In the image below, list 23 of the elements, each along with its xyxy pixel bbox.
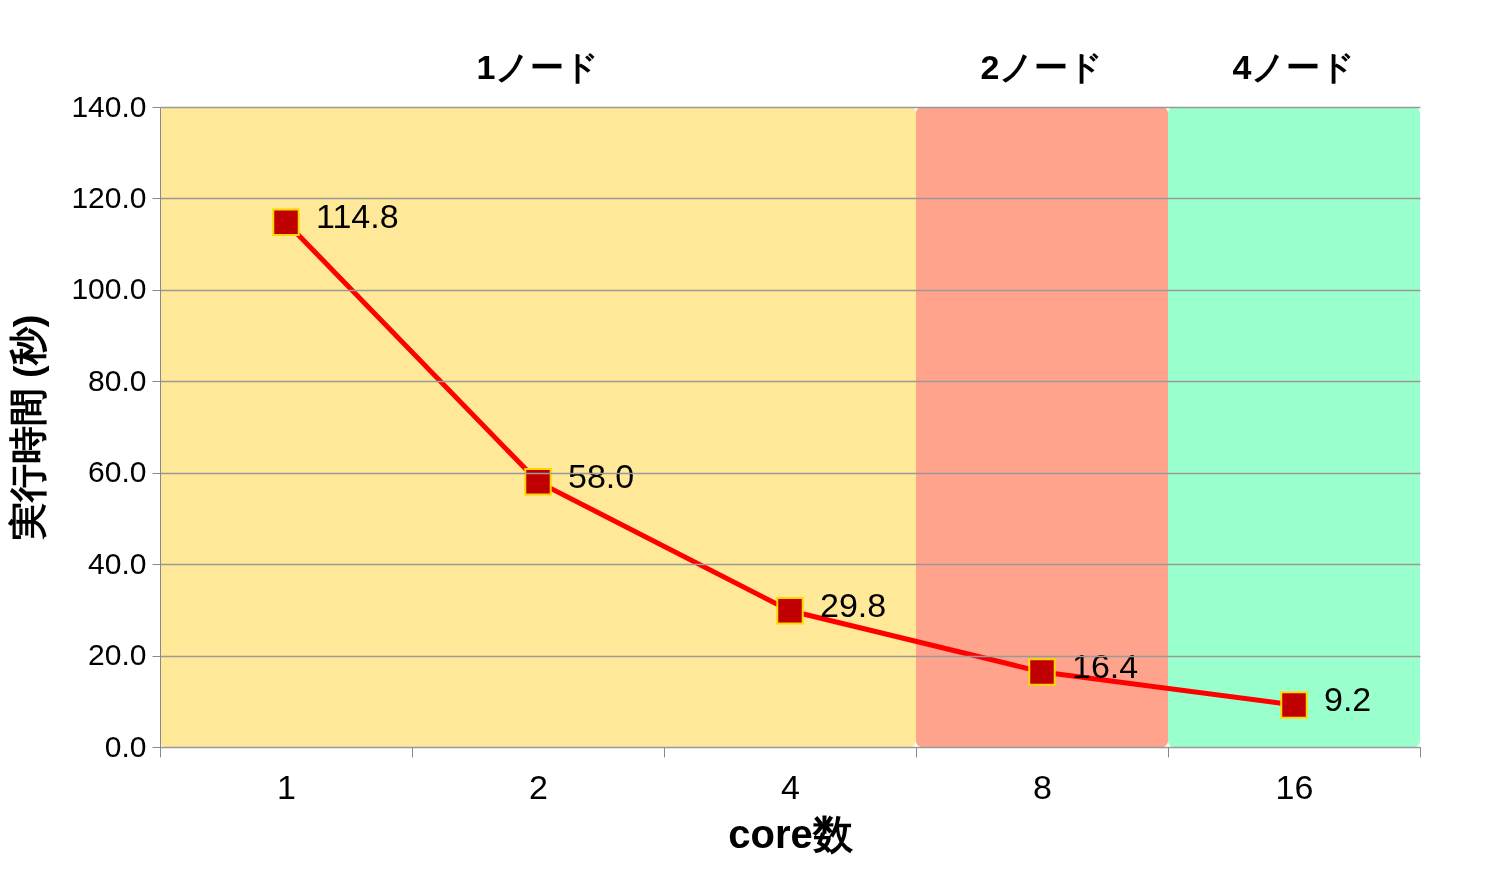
band-label: 4ノード (1232, 48, 1356, 86)
band-label: 2ノード (980, 48, 1104, 86)
x-tick-label: 4 (781, 767, 800, 806)
data-label: 58.0 (568, 456, 635, 495)
data-label: 29.8 (820, 585, 887, 624)
x-axis-title: core数 (728, 811, 854, 856)
y-tick-label: 40.0 (88, 546, 147, 580)
x-tick-label: 8 (1033, 767, 1052, 806)
y-tick-label: 20.0 (88, 638, 147, 672)
data-label: 9.2 (1324, 679, 1372, 718)
x-tick-label: 2 (529, 767, 548, 806)
data-label: 16.4 (1072, 647, 1139, 686)
data-label: 114.8 (316, 197, 399, 236)
x-tick-label: 1 (277, 767, 296, 806)
y-tick-label: 60.0 (88, 455, 147, 489)
y-tick-label: 140.0 (71, 89, 147, 123)
y-tick-label: 100.0 (71, 272, 147, 306)
y-axis-title: 実行時間 (秒) (7, 314, 50, 542)
band-label: 1ノード (476, 48, 600, 86)
x-tick-label: 16 (1275, 767, 1314, 806)
y-tick-label: 80.0 (88, 363, 147, 397)
y-tick-label: 120.0 (71, 180, 147, 214)
y-tick-label: 0.0 (104, 729, 147, 763)
